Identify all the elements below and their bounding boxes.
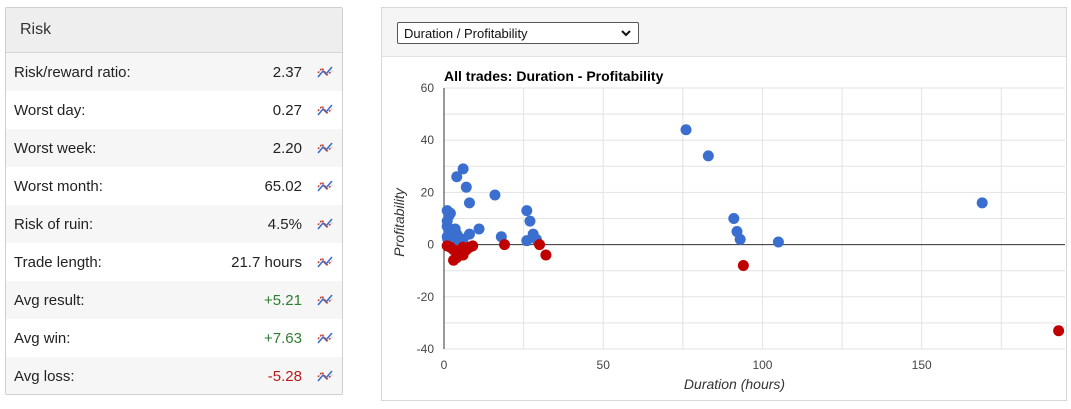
chart-line-icon[interactable]	[316, 140, 334, 156]
y-tick-label: 40	[421, 133, 435, 147]
risk-row-value: 0.27	[272, 101, 302, 119]
chart-line-icon[interactable]	[316, 292, 334, 308]
data-point-win	[457, 163, 469, 175]
risk-row-label: Worst day:	[14, 101, 86, 119]
data-point-loss	[737, 259, 749, 271]
risk-row-value: 4.5%	[267, 215, 302, 233]
y-tick-label: 0	[427, 238, 434, 252]
data-point-loss	[1053, 325, 1065, 337]
risk-row-value: 65.02	[264, 177, 302, 195]
chart-type-select-value: Duration / Profitability	[404, 26, 528, 41]
risk-row: Worst month: 65.02	[6, 167, 342, 205]
data-point-win	[680, 124, 692, 136]
x-tick-label: 50	[597, 358, 611, 372]
data-point-loss	[534, 239, 546, 251]
risk-row-value: +5.21	[264, 291, 302, 309]
chart-line-icon[interactable]	[316, 216, 334, 232]
chart-line-icon[interactable]	[316, 330, 334, 346]
chart-line-icon[interactable]	[316, 178, 334, 194]
risk-row: Worst day: 0.27	[6, 91, 342, 129]
y-axis-label: Profitability	[391, 187, 407, 256]
risk-row: Avg win: +7.63	[6, 319, 342, 357]
risk-row-value: +7.63	[264, 329, 302, 347]
y-tick-label: -40	[417, 342, 435, 356]
data-point-win	[734, 233, 746, 245]
chart-type-select[interactable]: Duration / Profitability	[397, 22, 639, 44]
y-tick-label: 20	[421, 185, 435, 199]
risk-row: Trade length: 21.7 hours	[6, 243, 342, 281]
data-point-win	[702, 150, 714, 162]
risk-row-label: Trade length:	[14, 253, 102, 271]
risk-row-label: Avg result:	[14, 291, 85, 309]
risk-table: Risk/reward ratio: 2.37 Worst day: 0.27 Wors…	[6, 53, 342, 394]
risk-row-label: Worst week:	[14, 139, 97, 157]
risk-panel: Risk Risk/reward ratio: 2.37 Worst day: 0.2…	[5, 7, 343, 395]
data-point-win	[521, 205, 533, 217]
risk-row-value: 2.37	[272, 63, 302, 81]
risk-row: Avg loss: -5.28	[6, 357, 342, 394]
data-point-win	[473, 223, 485, 235]
data-point-loss	[457, 249, 469, 261]
x-axis-label: Duration (hours)	[684, 376, 785, 392]
x-tick-label: 150	[912, 358, 932, 372]
data-point-win	[524, 215, 536, 227]
risk-row-label: Avg loss:	[14, 367, 75, 385]
chart-line-icon[interactable]	[316, 102, 334, 118]
risk-row-value: -5.28	[267, 367, 302, 385]
risk-row-value: 2.20	[272, 139, 302, 157]
chevron-down-icon	[620, 27, 632, 42]
data-point-win	[460, 181, 472, 193]
data-point-loss	[467, 240, 479, 252]
data-point-win	[728, 213, 740, 224]
data-point-win	[772, 236, 784, 248]
data-point-win	[489, 189, 501, 201]
data-point-win	[451, 171, 463, 183]
risk-row-label: Worst month:	[14, 177, 103, 195]
risk-row: Risk/reward ratio: 2.37	[6, 53, 342, 91]
risk-row-label: Risk/reward ratio:	[14, 63, 131, 81]
risk-row-value: 21.7 hours	[231, 253, 302, 271]
y-tick-label: -20	[417, 290, 435, 304]
risk-row-label: Risk of ruin:	[14, 215, 94, 233]
data-point-loss	[540, 249, 552, 261]
scatter-chart: -40 -20 0 20 40 60 0 50 100 150 All trades: Durati…	[391, 68, 1065, 392]
risk-row: Avg result: +5.21	[6, 281, 342, 319]
data-point-win	[463, 197, 475, 209]
chart-toolbar: Duration / Profitability	[382, 8, 1066, 57]
x-tick-label: 0	[441, 358, 448, 372]
risk-row-label: Avg win:	[14, 329, 71, 347]
risk-row: Worst week: 2.20	[6, 129, 342, 167]
chart-panel: Duration / Profitability -40 -20 0 20 40 60 0 5…	[381, 7, 1067, 401]
x-tick-label: 100	[752, 358, 772, 372]
y-tick-label: 60	[421, 81, 435, 95]
risk-row: Risk of ruin: 4.5%	[6, 205, 342, 243]
data-point-win	[976, 197, 988, 209]
chart-line-icon[interactable]	[316, 254, 334, 270]
chart-line-icon[interactable]	[316, 368, 334, 384]
risk-panel-title: Risk	[6, 8, 342, 53]
data-point-win	[463, 228, 475, 240]
data-point-loss	[499, 239, 511, 251]
chart-title: All trades: Duration - Profitability	[444, 68, 664, 84]
chart-line-icon[interactable]	[316, 64, 334, 80]
